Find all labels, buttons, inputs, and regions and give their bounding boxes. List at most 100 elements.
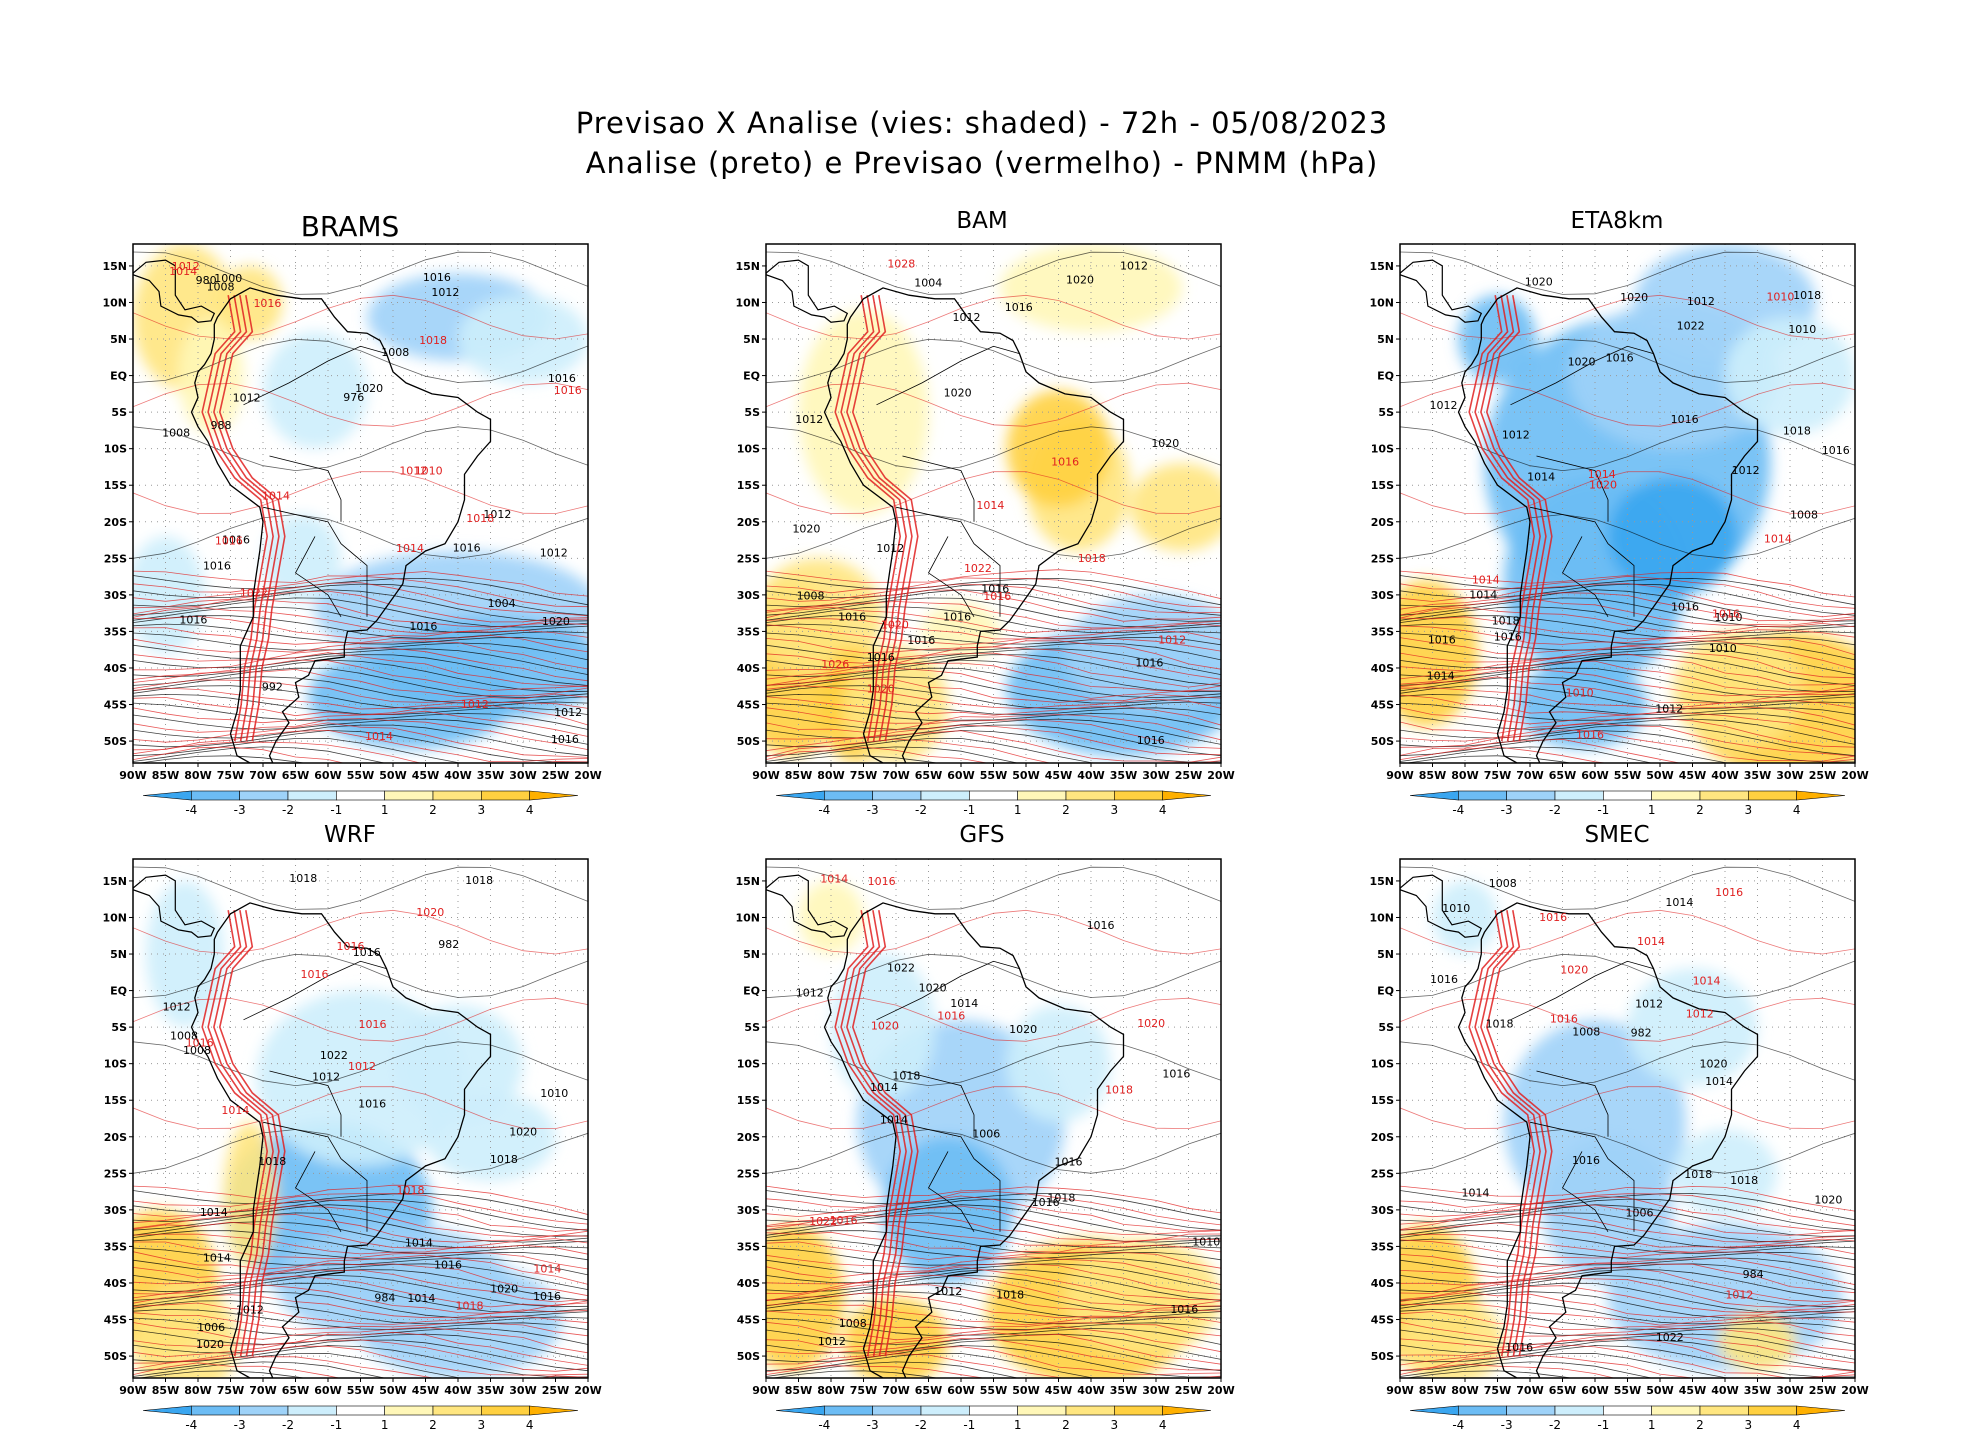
lat-tick-label: 40S: [1371, 1277, 1394, 1290]
forecast-contour: [1400, 1363, 1616, 1378]
analysis-contour: [1400, 730, 1855, 763]
forecast-contour: [1400, 1284, 1855, 1314]
lon-tick-label: 25W: [1175, 1384, 1202, 1397]
lon-tick-label: 45W: [1679, 1384, 1706, 1397]
colorbar-label: -1: [963, 1418, 975, 1432]
analysis-contour: [1400, 1190, 1855, 1221]
colorbar-swatch: [969, 790, 1018, 801]
bias-blob: [922, 602, 1000, 661]
analysis-contour: [133, 644, 588, 675]
analysis-contour: [766, 654, 1221, 686]
lon-tick-label: 50W: [1646, 1384, 1673, 1397]
analysis-contour-label: 1016: [907, 634, 935, 647]
analysis-contour-label: 1008: [207, 280, 235, 293]
analysis-contour: [1400, 1129, 1855, 1174]
bias-blob: [1718, 1312, 1797, 1371]
analysis-contour: [1400, 632, 1855, 661]
analysis-contour-label: 1016: [943, 610, 971, 623]
forecast-contour: [201, 295, 269, 742]
bias-blob: [1400, 1297, 1504, 1378]
forecast-contour-label: 1022: [809, 1215, 837, 1228]
analysis-contour-label: 1008: [797, 589, 825, 602]
analysis-contour: [1400, 1230, 1855, 1255]
lon-tick-label: 40W: [1077, 769, 1104, 782]
forecast-contour: [840, 910, 907, 1357]
forecast-contour: [133, 1193, 588, 1225]
analysis-contour-label: 1020: [1699, 1058, 1727, 1071]
pressure-contours: [1400, 251, 1855, 763]
lat-tick-label: 10S: [737, 1058, 760, 1071]
lat-tick-label: 25S: [737, 1167, 760, 1180]
analysis-contour: [766, 702, 1221, 730]
analysis-contour: [133, 1129, 588, 1174]
forecast-contour: [133, 746, 345, 763]
forecast-contour-label: 1014: [976, 499, 1004, 512]
forecast-contour: [766, 730, 1221, 763]
lat-tick-label: 45S: [737, 1314, 760, 1327]
andes-contours: [201, 910, 286, 1357]
analysis-contour-label: 982: [438, 938, 459, 951]
lon-tick-label: 80W: [1451, 769, 1478, 782]
lon-tick-label: 60W: [947, 769, 974, 782]
lon-tick-label: 75W: [850, 769, 877, 782]
analysis-contour-label: 1010: [1788, 323, 1816, 336]
south-america-outline: [1457, 287, 1759, 763]
forecast-contour: [1400, 1337, 1855, 1372]
analysis-contour-label: 1014: [203, 1251, 231, 1264]
lat-tick-label: 35S: [737, 625, 760, 638]
analysis-contour-label: 1012: [554, 706, 582, 719]
forecast-contour: [1400, 653, 1855, 686]
country-border: [262, 1121, 368, 1232]
forecast-contour: [1400, 1234, 1855, 1255]
colorbar-label: -2: [1549, 803, 1561, 817]
forecast-contour: [1400, 746, 1609, 763]
bias-blob: [798, 880, 864, 955]
lon-tick-label: 70W: [1516, 1384, 1543, 1397]
colorbar-swatch: [287, 1405, 337, 1416]
forecast-contour-label: 1012: [461, 698, 489, 711]
analysis-contour-label: 1012: [1687, 295, 1715, 308]
lon-tick-label: 70W: [882, 1384, 909, 1397]
map-plot-area: 1012101010161014101210081014101610201016…: [133, 859, 588, 1378]
forecast-contour: [766, 471, 1221, 515]
forecast-contour: [133, 707, 588, 737]
forecast-contour: [766, 1274, 1221, 1307]
forecast-contour: [1400, 722, 1855, 757]
analysis-contour-label: 1018: [996, 1289, 1024, 1302]
forecast-contour-label: 1020: [867, 682, 895, 695]
country-border: [876, 960, 1020, 1021]
colorbar-swatch: [1748, 790, 1797, 801]
colorbar-label: 1: [1014, 803, 1022, 817]
colorbar-swatch: [824, 790, 873, 801]
country-border: [262, 506, 368, 617]
country-border: [294, 1151, 342, 1233]
lat-tick-label: 20S: [737, 1131, 760, 1144]
colorbar-label: -4: [818, 803, 830, 817]
lon-tick-label: 25W: [1809, 1384, 1836, 1397]
forecast-contour: [133, 668, 588, 698]
andes-contours: [834, 910, 919, 1357]
country-border: [1561, 536, 1609, 618]
analysis-contour: [766, 251, 1221, 295]
forecast-contour: [766, 1241, 1221, 1269]
forecast-contour-label: 1018: [419, 334, 447, 347]
analysis-contour: [1400, 606, 1855, 634]
analysis-contour: [766, 953, 1221, 999]
forecast-contour: [1400, 570, 1855, 598]
forecast-contour: [1480, 910, 1547, 1357]
forecast-contour: [1400, 1185, 1855, 1212]
forecast-contour-label: 1020: [416, 906, 444, 919]
colorbar: -4 -3 -2 -1 1 2 3 4: [775, 1405, 1212, 1432]
analysis-contour-label: 1020: [1009, 1023, 1037, 1036]
analysis-contour: [133, 1300, 588, 1325]
analysis-contour: [133, 583, 588, 616]
forecast-contour: [133, 652, 588, 688]
lon-tick-label: 90W: [752, 769, 779, 782]
lon-tick-label: 30W: [1142, 1384, 1169, 1397]
analysis-contour-label: 1008: [839, 1317, 867, 1330]
forecast-contour: [766, 1195, 1221, 1232]
lon-tick-label: 90W: [752, 1384, 779, 1397]
forecast-contour: [1400, 471, 1855, 515]
forecast-contour: [1400, 1344, 1855, 1378]
lon-tick-label: 50W: [1646, 769, 1673, 782]
